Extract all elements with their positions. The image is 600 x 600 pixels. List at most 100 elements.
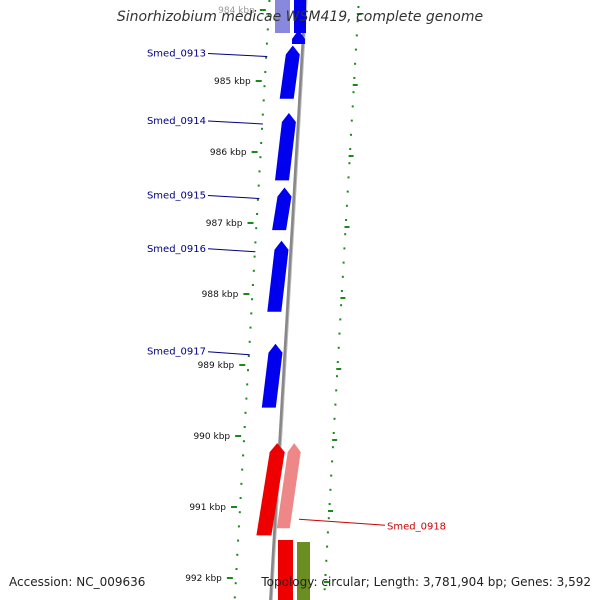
minor-tick-left (234, 582, 237, 585)
gene-leader-line (207, 120, 263, 125)
minor-tick-left (262, 99, 265, 102)
minor-tick-left (240, 482, 243, 485)
minor-tick-left (253, 255, 256, 258)
minor-tick-right (346, 190, 349, 193)
minor-tick-right (344, 233, 347, 236)
minor-tick-right (337, 346, 340, 349)
minor-tick-right (348, 162, 351, 165)
gene-arrow (256, 443, 285, 536)
gene-layer (256, 0, 310, 600)
minor-tick-left (261, 127, 263, 130)
minor-tick-left (265, 56, 268, 59)
minor-tick-right (327, 517, 330, 520)
minor-tick-left (239, 497, 242, 499)
tick-label: 986 kbp (210, 148, 247, 158)
minor-tick-right (353, 77, 356, 79)
minor-tick-left (257, 184, 260, 187)
gene-arrow-pale (276, 443, 301, 529)
minor-tick-right (326, 545, 329, 548)
gene-leader-line (207, 351, 250, 356)
minor-tick-left (256, 213, 259, 215)
tick-layer: 984 kbp 985 kbp 986 kbp 987 kbp 988 kbp 989 k… (185, 0, 362, 599)
backbone-layer (269, 0, 308, 600)
minor-tick-right (340, 290, 343, 292)
minor-tick-right (349, 148, 352, 150)
minor-tick-left (260, 142, 263, 144)
tick-label: 989 kbp (198, 361, 235, 371)
minor-tick-right (338, 332, 341, 335)
minor-tick-right (354, 48, 357, 51)
map-title: Sinorhizobium medicae WSM419, complete g… (116, 9, 484, 25)
minor-tick-right (345, 204, 348, 207)
minor-tick-right (329, 488, 332, 491)
minor-tick-left (251, 298, 254, 301)
minor-tick-right (324, 574, 327, 576)
minor-tick-right (334, 403, 337, 406)
minor-tick-right (330, 474, 333, 477)
gene-label: Smed_0913 (147, 49, 206, 60)
tick-label: 984 kbp (218, 6, 255, 16)
minor-tick-right (332, 432, 335, 434)
minor-tick-right (331, 460, 334, 463)
minor-tick-right (343, 247, 346, 250)
gene-leader-line (299, 518, 386, 526)
minor-tick-right (339, 318, 342, 321)
minor-tick-left (237, 539, 240, 542)
minor-tick-right (331, 446, 334, 449)
minor-tick-left (256, 198, 259, 201)
gene-label: Smed_0916 (147, 244, 206, 255)
gene-arrow (261, 343, 283, 408)
minor-tick-left (258, 170, 261, 173)
label-layer: Smed_0913 Smed_0914 Smed_0915 Smed_0916 Smed… (147, 49, 446, 533)
minor-tick-left (263, 85, 266, 88)
minor-tick-right (336, 361, 339, 363)
minor-tick-left (255, 227, 258, 230)
minor-tick-left (267, 14, 270, 17)
minor-tick-right (336, 375, 338, 378)
genome-backbone-highlight (271, 0, 308, 600)
tick-label: 991 kbp (189, 503, 226, 513)
genome-summary-text: Topology: circular; Length: 3,781,904 bp… (261, 575, 591, 589)
minor-tick-left (254, 241, 257, 244)
tick-label: 985 kbp (214, 77, 251, 87)
gene-leader-line (207, 195, 260, 199)
tick-label: 990 kbp (193, 432, 230, 442)
minor-tick-right (352, 91, 355, 94)
minor-tick-left (237, 525, 240, 528)
gene-fragment (294, 0, 306, 33)
gene-label: Smed_0915 (147, 191, 206, 202)
minor-tick-left (238, 511, 241, 514)
minor-tick-left (259, 156, 262, 159)
minor-tick-left (235, 568, 238, 570)
minor-tick-left (252, 269, 255, 272)
minor-tick-right (345, 219, 348, 221)
gene-arrow (272, 187, 292, 231)
gene-fragment-bottom (278, 540, 293, 600)
tick-label: 992 kbp (185, 574, 222, 584)
minor-tick-right (350, 119, 353, 122)
tick-label: 987 kbp (206, 219, 243, 229)
gene-arrow (267, 240, 289, 312)
minor-tick-left (251, 284, 254, 286)
gene-leader-line (207, 53, 268, 57)
minor-tick-left (268, 0, 271, 2)
minor-tick-left (246, 383, 249, 386)
gene-leader-line (207, 248, 256, 253)
minor-tick-right (357, 6, 360, 8)
minor-tick-right (350, 133, 352, 136)
minor-tick-left (245, 397, 248, 400)
minor-tick-left (241, 468, 244, 471)
minor-tick-left (244, 411, 247, 414)
minor-tick-left (247, 355, 250, 357)
minor-tick-right (340, 304, 343, 307)
minor-tick-left (264, 71, 267, 73)
minor-tick-right (351, 105, 354, 108)
minor-tick-left (242, 440, 245, 443)
gene-label: Smed_0918 (387, 521, 446, 532)
gene-arrow (279, 45, 300, 99)
minor-tick-right (354, 62, 357, 65)
minor-tick-right (341, 275, 344, 278)
minor-tick-right (342, 261, 345, 264)
gene-arrow (275, 113, 296, 181)
